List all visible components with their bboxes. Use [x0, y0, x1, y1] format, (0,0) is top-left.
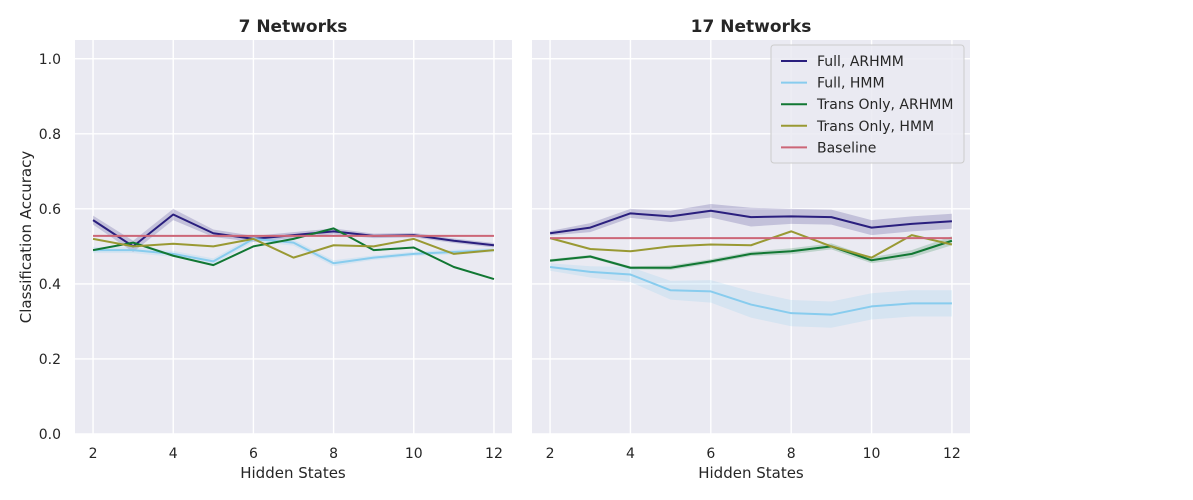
y-tick-label: 0.6 — [39, 202, 61, 218]
legend: Full, ARHMM Full, HMM Trans Only, ARHMM Tra… — [770, 44, 965, 164]
series-line — [92, 227, 495, 280]
confidence-band — [550, 263, 952, 328]
confidence-band — [550, 203, 952, 236]
confidence-band — [93, 235, 494, 267]
series-line — [549, 209, 952, 235]
series-line — [549, 266, 952, 316]
panel-title: 7 Networks — [239, 17, 348, 37]
panel-17-networks: 2 4 6 8 10 12 17 Networks Hidden States Full,… — [532, 17, 970, 482]
x-tick-label: 4 — [169, 446, 178, 462]
legend-label: Full, HMM — [817, 76, 885, 92]
x-tick-label: 8 — [329, 446, 338, 462]
x-tick-label: 6 — [249, 446, 258, 462]
legend-label: Trans Only, HMM — [816, 119, 934, 135]
x-tick-label: 6 — [706, 446, 715, 462]
x-axis-label: Hidden States — [240, 464, 346, 482]
x-tick-label: 12 — [485, 446, 503, 462]
series-line — [549, 230, 953, 259]
y-tick-label: 0.8 — [39, 127, 61, 143]
series-line — [92, 237, 495, 259]
y-tick-label: 1.0 — [39, 52, 61, 68]
y-axis-label: Classification Accuracy — [17, 151, 35, 324]
confidence-band — [93, 208, 494, 253]
x-tick-label: 4 — [626, 446, 635, 462]
legend-label: Full, ARHMM — [817, 54, 904, 70]
panel-title: 17 Networks — [691, 17, 812, 37]
plot-background — [75, 40, 512, 434]
x-tick-label: 10 — [405, 446, 423, 462]
legend-box — [770, 44, 965, 164]
x-tick-label: 2 — [546, 446, 555, 462]
legend-label: Trans Only, ARHMM — [816, 97, 953, 113]
x-tick-label: 12 — [943, 446, 961, 462]
x-axis-label: Hidden States — [698, 464, 804, 482]
y-tick-label: 0.2 — [39, 352, 61, 368]
x-tick-label: 2 — [89, 446, 98, 462]
plot-area: 2 4 6 8 10 12 0.0 0.2 0.4 0.6 0.8 1.0 — [39, 40, 512, 462]
legend-label: Baseline — [817, 140, 876, 156]
y-tick-label: 0.4 — [39, 277, 61, 293]
x-tick-label: 8 — [787, 446, 796, 462]
x-tick-label: 10 — [863, 446, 881, 462]
series-line — [549, 239, 953, 269]
y-tick-label: 0.0 — [39, 427, 61, 443]
panel-7-networks: 2 4 6 8 10 12 0.0 0.2 0.4 0.6 0.8 1.0 7 Networks Hi… — [39, 17, 512, 482]
